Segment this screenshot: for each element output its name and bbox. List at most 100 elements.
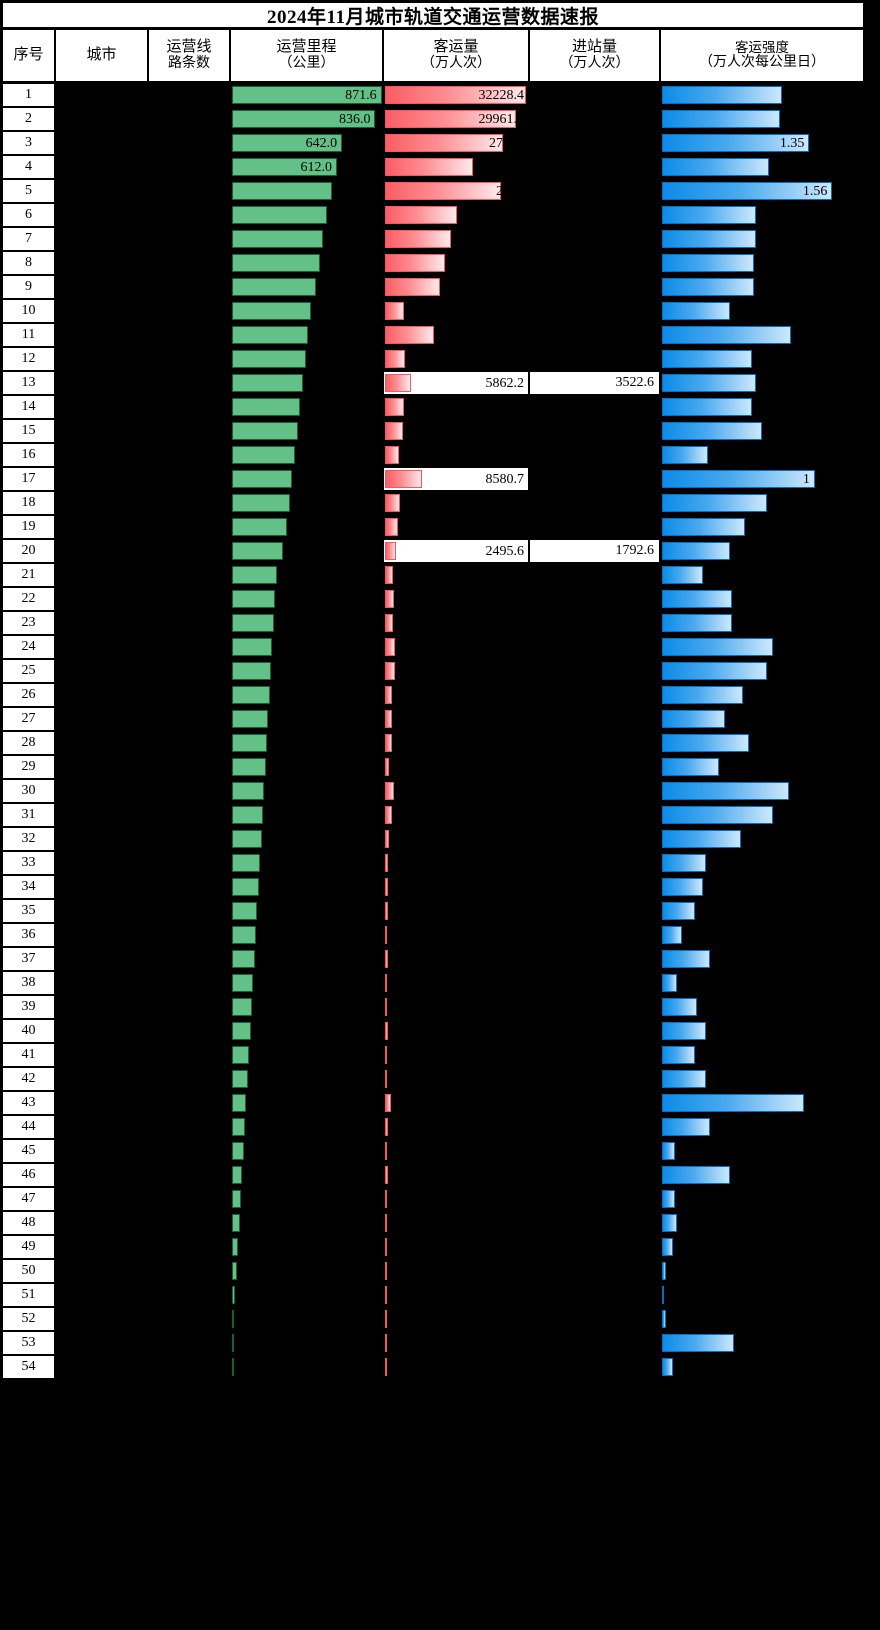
volume-bar <box>385 446 399 464</box>
intensity-bar <box>662 110 780 128</box>
intensity-bar <box>662 590 732 608</box>
mileage-bar <box>232 566 277 584</box>
header-line-1: 序号 <box>13 47 44 64</box>
volume-bar <box>385 86 526 104</box>
entries-cell <box>529 1331 660 1355</box>
line-count-cell <box>148 347 230 371</box>
city-cell <box>55 395 148 419</box>
volume-bar-cell <box>383 515 529 539</box>
row-index-cell: 49 <box>2 1235 55 1259</box>
intensity-bar <box>662 1190 676 1208</box>
row-index-cell: 51 <box>2 1283 55 1307</box>
mileage-bar <box>232 1070 248 1088</box>
mileage-bar-cell <box>230 1355 383 1379</box>
line-count-cell <box>148 227 230 251</box>
mileage-bar <box>232 1334 234 1352</box>
mileage-bar <box>232 1358 234 1376</box>
volume-bar <box>385 950 389 968</box>
volume-bar-cell <box>383 1115 529 1139</box>
entries-cell <box>529 275 660 299</box>
table-row: 20 2495.6 1792.6 <box>2 539 864 563</box>
city-cell <box>55 1163 148 1187</box>
mileage-bar-cell <box>230 1259 383 1283</box>
city-cell <box>55 371 148 395</box>
city-cell <box>55 1091 148 1115</box>
line-count-cell <box>148 851 230 875</box>
line-count-cell <box>148 539 230 563</box>
column-header-idx: 序号 <box>2 29 55 82</box>
line-count-cell <box>148 803 230 827</box>
line-count-cell <box>148 1163 230 1187</box>
intensity-bar-cell <box>660 1043 864 1067</box>
intensity-bar <box>662 950 711 968</box>
row-index-cell: 23 <box>2 611 55 635</box>
intensity-bar-cell <box>660 443 864 467</box>
table-row: 22 <box>2 587 864 611</box>
entries-cell <box>529 659 660 683</box>
header-line-1: 运营线 <box>166 39 212 56</box>
table-row: 17 8580.7 1 <box>2 467 864 491</box>
volume-bar-cell <box>383 947 529 971</box>
entries-cell <box>529 1019 660 1043</box>
volume-bar-cell <box>383 611 529 635</box>
mileage-bar-cell <box>230 707 383 731</box>
volume-bar-cell <box>383 827 529 851</box>
intensity-bar-cell <box>660 755 864 779</box>
volume-bar-cell <box>383 323 529 347</box>
intensity-bar-cell <box>660 707 864 731</box>
city-cell <box>55 443 148 467</box>
table-row: 41 <box>2 1043 864 1067</box>
intensity-bar-cell <box>660 611 864 635</box>
mileage-bar-cell <box>230 1211 383 1235</box>
intensity-bar <box>662 542 730 560</box>
table-row: 29 <box>2 755 864 779</box>
table-row: 46 <box>2 1163 864 1187</box>
volume-bar-cell <box>383 1043 529 1067</box>
intensity-bar-cell <box>660 1091 864 1115</box>
city-cell <box>55 611 148 635</box>
city-cell <box>55 731 148 755</box>
volume-bar <box>385 470 423 488</box>
mileage-bar <box>232 350 306 368</box>
intensity-bar-cell <box>660 275 864 299</box>
mileage-bar <box>232 710 269 728</box>
city-cell <box>55 1355 148 1379</box>
mileage-bar-cell <box>230 419 383 443</box>
entries-cell <box>529 1043 660 1067</box>
mileage-bar <box>232 1262 237 1280</box>
header-line-1: 城市 <box>86 47 117 64</box>
city-cell <box>55 299 148 323</box>
volume-bar <box>385 350 406 368</box>
mileage-bar-cell: 871.6 <box>230 83 383 107</box>
mileage-bar <box>232 830 262 848</box>
volume-bar <box>385 158 474 176</box>
intensity-bar-cell <box>660 155 864 179</box>
table-row: 13 5862.2 3522.6 <box>2 371 864 395</box>
city-cell <box>55 707 148 731</box>
table-row: 38 <box>2 971 864 995</box>
header-line-2: 路条数 <box>168 56 210 72</box>
entries-cell <box>529 1187 660 1211</box>
city-cell <box>55 563 148 587</box>
line-count-cell <box>148 515 230 539</box>
mileage-bar-cell: 642.0 <box>230 131 383 155</box>
row-index-cell: 53 <box>2 1331 55 1355</box>
mileage-bar-cell <box>230 659 383 683</box>
volume-bar <box>385 542 396 560</box>
table-row: 4 612.0 <box>2 155 864 179</box>
table-row: 14 <box>2 395 864 419</box>
mileage-bar <box>232 1094 247 1112</box>
volume-bar <box>385 902 388 920</box>
table-row: 12 <box>2 347 864 371</box>
entries-cell <box>529 347 660 371</box>
city-cell <box>55 755 148 779</box>
intensity-bar-cell <box>660 107 864 131</box>
city-cell <box>55 683 148 707</box>
city-cell <box>55 491 148 515</box>
mileage-bar <box>232 638 273 656</box>
mileage-bar <box>232 1142 244 1160</box>
header-line-2: （万人次） <box>559 56 630 72</box>
table-row: 42 <box>2 1067 864 1091</box>
city-cell <box>55 1067 148 1091</box>
volume-bar <box>385 110 516 128</box>
